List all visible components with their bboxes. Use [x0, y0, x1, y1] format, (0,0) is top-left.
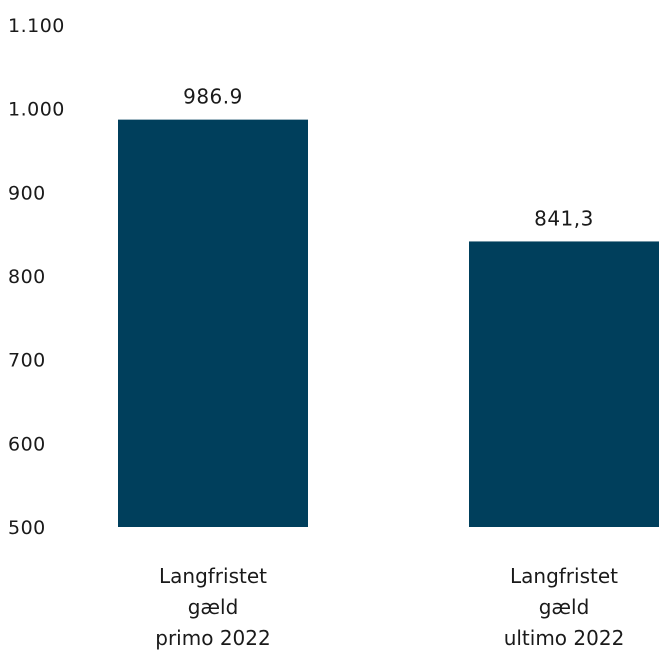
bars — [118, 119, 659, 527]
y-axis: 500 600 700 800 900 1.000 1.100 — [8, 15, 65, 539]
data-labels: 986.9 841,3 — [183, 85, 594, 231]
x-category-label: ultimo 2022 — [504, 626, 625, 650]
y-tick-label: 1.100 — [8, 15, 65, 37]
y-tick-label: 500 — [8, 517, 46, 539]
bar-value-label: 986.9 — [183, 85, 243, 109]
bar — [118, 119, 308, 527]
y-tick-label: 1.000 — [8, 99, 65, 121]
y-tick-label: 600 — [8, 433, 46, 455]
x-category-label: gæld — [188, 595, 239, 619]
x-category-label: Langfristet — [159, 564, 267, 588]
x-category-label: Langfristet — [510, 564, 618, 588]
y-tick-label: 900 — [8, 182, 46, 204]
y-tick-label: 800 — [8, 266, 46, 288]
x-axis: Langfristet gæld primo 2022 Langfristet gæld… — [155, 564, 624, 650]
bar-value-label: 841,3 — [534, 206, 594, 230]
x-category-label: gæld — [539, 595, 590, 619]
bar — [469, 241, 659, 527]
x-category-label: primo 2022 — [155, 626, 270, 650]
y-tick-label: 700 — [8, 350, 46, 372]
